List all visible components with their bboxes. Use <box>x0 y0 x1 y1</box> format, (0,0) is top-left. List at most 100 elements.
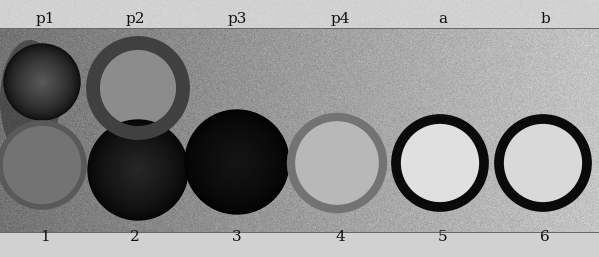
Ellipse shape <box>0 40 60 160</box>
Circle shape <box>8 48 76 116</box>
Circle shape <box>38 78 47 86</box>
Circle shape <box>108 140 168 200</box>
Circle shape <box>205 130 269 194</box>
Circle shape <box>93 43 183 133</box>
Circle shape <box>35 75 49 89</box>
Text: 2: 2 <box>130 230 140 244</box>
Circle shape <box>7 47 77 117</box>
Circle shape <box>99 131 177 209</box>
Circle shape <box>37 76 48 88</box>
Circle shape <box>202 127 272 197</box>
Circle shape <box>27 67 57 97</box>
Circle shape <box>112 144 164 196</box>
Circle shape <box>195 120 279 204</box>
Circle shape <box>201 126 273 198</box>
Text: b: b <box>540 12 550 26</box>
Circle shape <box>192 117 282 207</box>
Circle shape <box>189 114 286 210</box>
Circle shape <box>189 114 285 210</box>
Circle shape <box>40 79 44 85</box>
Circle shape <box>131 163 145 177</box>
Circle shape <box>110 142 167 198</box>
Circle shape <box>15 55 69 109</box>
Circle shape <box>16 56 68 108</box>
Circle shape <box>5 45 79 119</box>
Circle shape <box>99 132 176 208</box>
Circle shape <box>25 64 60 100</box>
Circle shape <box>230 155 244 169</box>
Circle shape <box>187 113 286 212</box>
Text: a: a <box>438 12 447 26</box>
Circle shape <box>199 125 274 199</box>
Circle shape <box>40 80 44 84</box>
Circle shape <box>101 133 176 207</box>
Text: 6: 6 <box>540 230 550 244</box>
Circle shape <box>220 145 255 179</box>
Circle shape <box>109 141 167 199</box>
Circle shape <box>133 165 143 175</box>
Text: 3: 3 <box>232 230 242 244</box>
Circle shape <box>36 76 49 88</box>
Circle shape <box>198 123 276 201</box>
Circle shape <box>38 78 46 86</box>
Text: 4: 4 <box>335 230 345 244</box>
Circle shape <box>31 71 53 93</box>
Circle shape <box>195 120 280 205</box>
Circle shape <box>191 116 283 208</box>
Circle shape <box>104 136 172 204</box>
Circle shape <box>206 131 268 193</box>
Circle shape <box>95 127 180 213</box>
Circle shape <box>216 141 258 183</box>
Circle shape <box>105 137 171 203</box>
Circle shape <box>23 64 60 100</box>
Circle shape <box>10 50 74 114</box>
Circle shape <box>131 162 146 178</box>
Circle shape <box>197 122 277 202</box>
Circle shape <box>22 62 62 102</box>
Circle shape <box>5 45 78 119</box>
Circle shape <box>210 135 264 189</box>
Circle shape <box>8 48 75 116</box>
Circle shape <box>90 122 186 218</box>
Circle shape <box>199 124 275 200</box>
Circle shape <box>117 149 159 191</box>
Circle shape <box>12 52 72 112</box>
Circle shape <box>41 81 43 83</box>
Circle shape <box>28 68 56 96</box>
Text: 1: 1 <box>40 230 50 244</box>
Circle shape <box>21 61 63 103</box>
Circle shape <box>232 157 242 167</box>
Circle shape <box>11 51 73 113</box>
Circle shape <box>10 50 74 114</box>
Circle shape <box>91 123 184 217</box>
Circle shape <box>124 156 152 184</box>
Circle shape <box>101 133 175 207</box>
Text: p4: p4 <box>330 12 350 26</box>
Circle shape <box>32 72 52 91</box>
Circle shape <box>134 166 142 174</box>
Circle shape <box>226 152 247 172</box>
Text: 5: 5 <box>438 230 448 244</box>
Circle shape <box>118 150 158 190</box>
Circle shape <box>92 124 184 216</box>
Circle shape <box>88 120 188 220</box>
Circle shape <box>13 53 71 111</box>
Text: p1: p1 <box>35 12 55 26</box>
Circle shape <box>19 59 65 105</box>
Circle shape <box>98 130 178 210</box>
Circle shape <box>26 66 58 98</box>
Circle shape <box>125 157 152 183</box>
Circle shape <box>37 77 47 87</box>
Circle shape <box>291 117 383 209</box>
Circle shape <box>126 158 150 182</box>
Circle shape <box>193 119 280 205</box>
Text: p3: p3 <box>227 12 247 26</box>
Circle shape <box>25 65 59 99</box>
Circle shape <box>225 150 249 174</box>
Circle shape <box>20 60 64 104</box>
Circle shape <box>114 146 162 194</box>
Circle shape <box>31 71 53 93</box>
Circle shape <box>207 133 267 191</box>
Circle shape <box>122 153 155 187</box>
Circle shape <box>29 69 55 95</box>
